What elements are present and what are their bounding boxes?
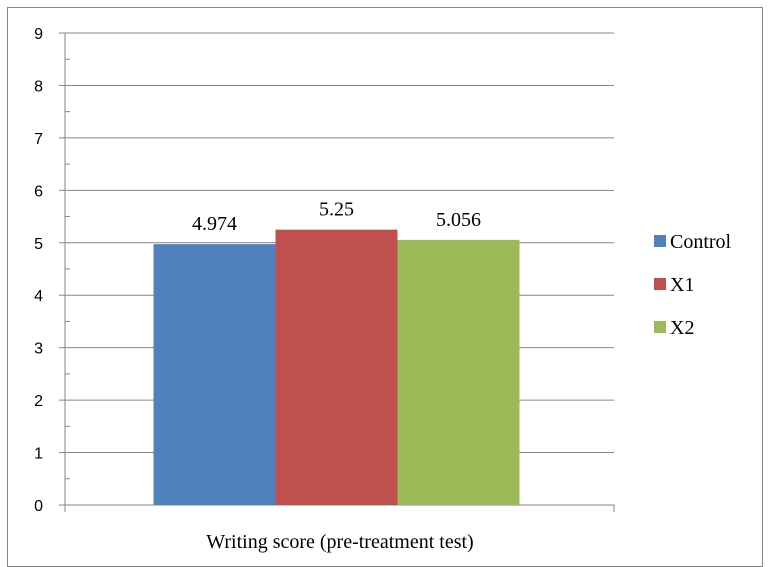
y-tick-label: 7 [34,131,43,148]
data-label-x1: 5.25 [319,199,354,221]
category-label: Writing score (pre-treatment test) [206,531,473,553]
y-tick-label: 4 [34,288,43,305]
bars [153,229,520,505]
y-tick-label: 9 [34,26,43,43]
legend-swatch-control [654,235,666,247]
legend-swatch-x1 [654,278,666,290]
legend-label-control: Control [670,231,732,253]
data-label-x2: 5.056 [436,209,481,231]
legend-label-x2: X2 [670,317,694,339]
y-tick-labels: 0 1 2 3 4 5 6 7 8 9 [34,26,43,515]
y-tick-label: 6 [34,183,43,200]
data-labels: 4.974 5.25 5.056 [192,199,481,235]
y-tick-label: 5 [34,236,43,253]
y-tick-label: 1 [34,446,43,463]
bar-control [153,244,276,505]
bar-x1 [275,229,398,505]
y-tick-label: 8 [34,78,43,95]
legend-swatch-x2 [654,321,666,333]
legend-label-x1: X1 [670,274,694,296]
y-tick-label: 2 [34,393,43,410]
y-tick-label: 3 [34,341,43,358]
y-tick-label: 0 [34,498,43,515]
bar-x2 [397,239,520,505]
legend: Control X1 X2 [654,231,732,339]
data-label-control: 4.974 [192,213,237,235]
